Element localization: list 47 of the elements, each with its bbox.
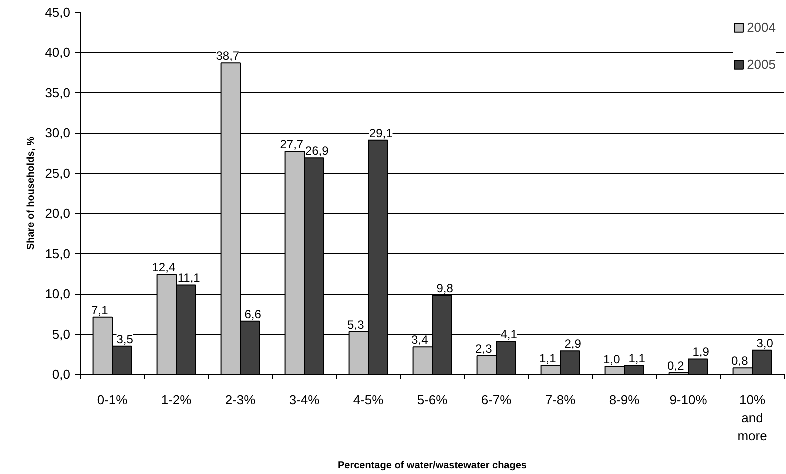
- x-tick-label: 1-2%: [161, 392, 192, 408]
- y-tick-label: 25,0: [45, 166, 71, 181]
- data-label: 9,8: [436, 282, 454, 296]
- data-label: 12,4: [152, 260, 176, 275]
- x-tick-label: 0-1%: [97, 392, 128, 408]
- y-axis-title: Share of households, %: [26, 136, 38, 250]
- data-label: 11,1: [178, 271, 201, 286]
- x-tick-label: 8-9%: [609, 392, 640, 408]
- y-tick-label: 20,0: [45, 206, 71, 222]
- data-label: 2,3: [476, 342, 493, 356]
- data-label: 1,1: [628, 352, 646, 366]
- y-tick-label: 5,0: [52, 326, 71, 342]
- data-label: 38,7: [216, 49, 240, 64]
- legend-label: 2005: [747, 57, 776, 72]
- x-tick-label: 4-5%: [353, 392, 384, 408]
- y-tick-label: 15,0: [45, 246, 71, 262]
- data-label: 27,7: [280, 138, 304, 152]
- x-tick-label: 2-3%: [225, 392, 256, 408]
- data-label: 7,1: [92, 303, 109, 318]
- y-tick-label: 0,0: [52, 367, 71, 382]
- data-label: 0,8: [732, 354, 749, 368]
- data-label: 2,9: [564, 337, 582, 352]
- x-tick-label: 6-7%: [481, 392, 512, 408]
- x-tick-label: 7-8%: [545, 392, 576, 408]
- data-label: 3,5: [116, 332, 134, 346]
- data-label: 5,3: [348, 318, 365, 332]
- legend-label: 2004: [747, 20, 776, 35]
- data-label: 4,1: [500, 328, 518, 342]
- data-label: 3,0: [756, 336, 774, 350]
- x-tick-label: 9-10%: [670, 392, 708, 408]
- y-tick-label: 45,0: [45, 5, 71, 20]
- x-tick-label: 10% and more: [738, 392, 768, 444]
- data-label: 3,4: [412, 333, 429, 348]
- y-tick-label: 30,0: [45, 126, 71, 141]
- y-tick-label: 40,0: [45, 45, 71, 60]
- data-label: 6,6: [244, 307, 262, 322]
- data-label: 1,0: [604, 352, 621, 366]
- x-tick-label: 3-4%: [289, 392, 320, 408]
- x-axis-title: Percentage of water/wastewater chages: [338, 460, 528, 472]
- x-tick-label: 5-6%: [417, 392, 448, 408]
- data-label: 0,2: [668, 358, 685, 373]
- data-label: 1,1: [540, 352, 557, 366]
- data-label: 26,9: [305, 144, 330, 158]
- data-label: 1,9: [692, 345, 710, 360]
- y-tick-label: 35,0: [45, 85, 71, 100]
- y-tick-label: 10,0: [45, 286, 71, 302]
- data-label: 29,1: [369, 126, 394, 140]
